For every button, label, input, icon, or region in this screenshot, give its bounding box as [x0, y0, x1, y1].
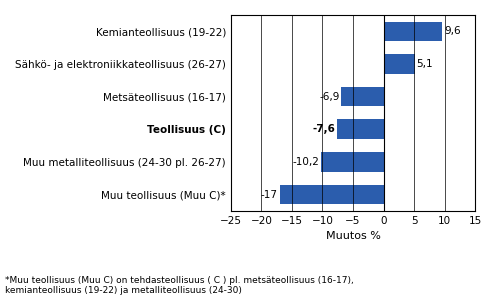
Text: -10,2: -10,2	[293, 157, 320, 167]
Bar	[280, 185, 384, 204]
Text: -17: -17	[261, 190, 278, 200]
Text: 9,6: 9,6	[444, 26, 461, 36]
Text: -6,9: -6,9	[319, 91, 339, 102]
Text: 5,1: 5,1	[416, 59, 433, 69]
Text: -7,6: -7,6	[313, 124, 335, 134]
Bar	[321, 152, 384, 172]
Bar	[384, 21, 442, 41]
Bar	[341, 87, 384, 106]
Bar	[384, 54, 415, 74]
Text: *Muu teollisuus (Muu C) on tehdasteollisuus ( C ) pl. metsäteollisuus (16-17),
k: *Muu teollisuus (Muu C) on tehdasteollis…	[5, 276, 354, 295]
X-axis label: Muutos %: Muutos %	[326, 231, 381, 241]
Bar	[337, 119, 384, 139]
